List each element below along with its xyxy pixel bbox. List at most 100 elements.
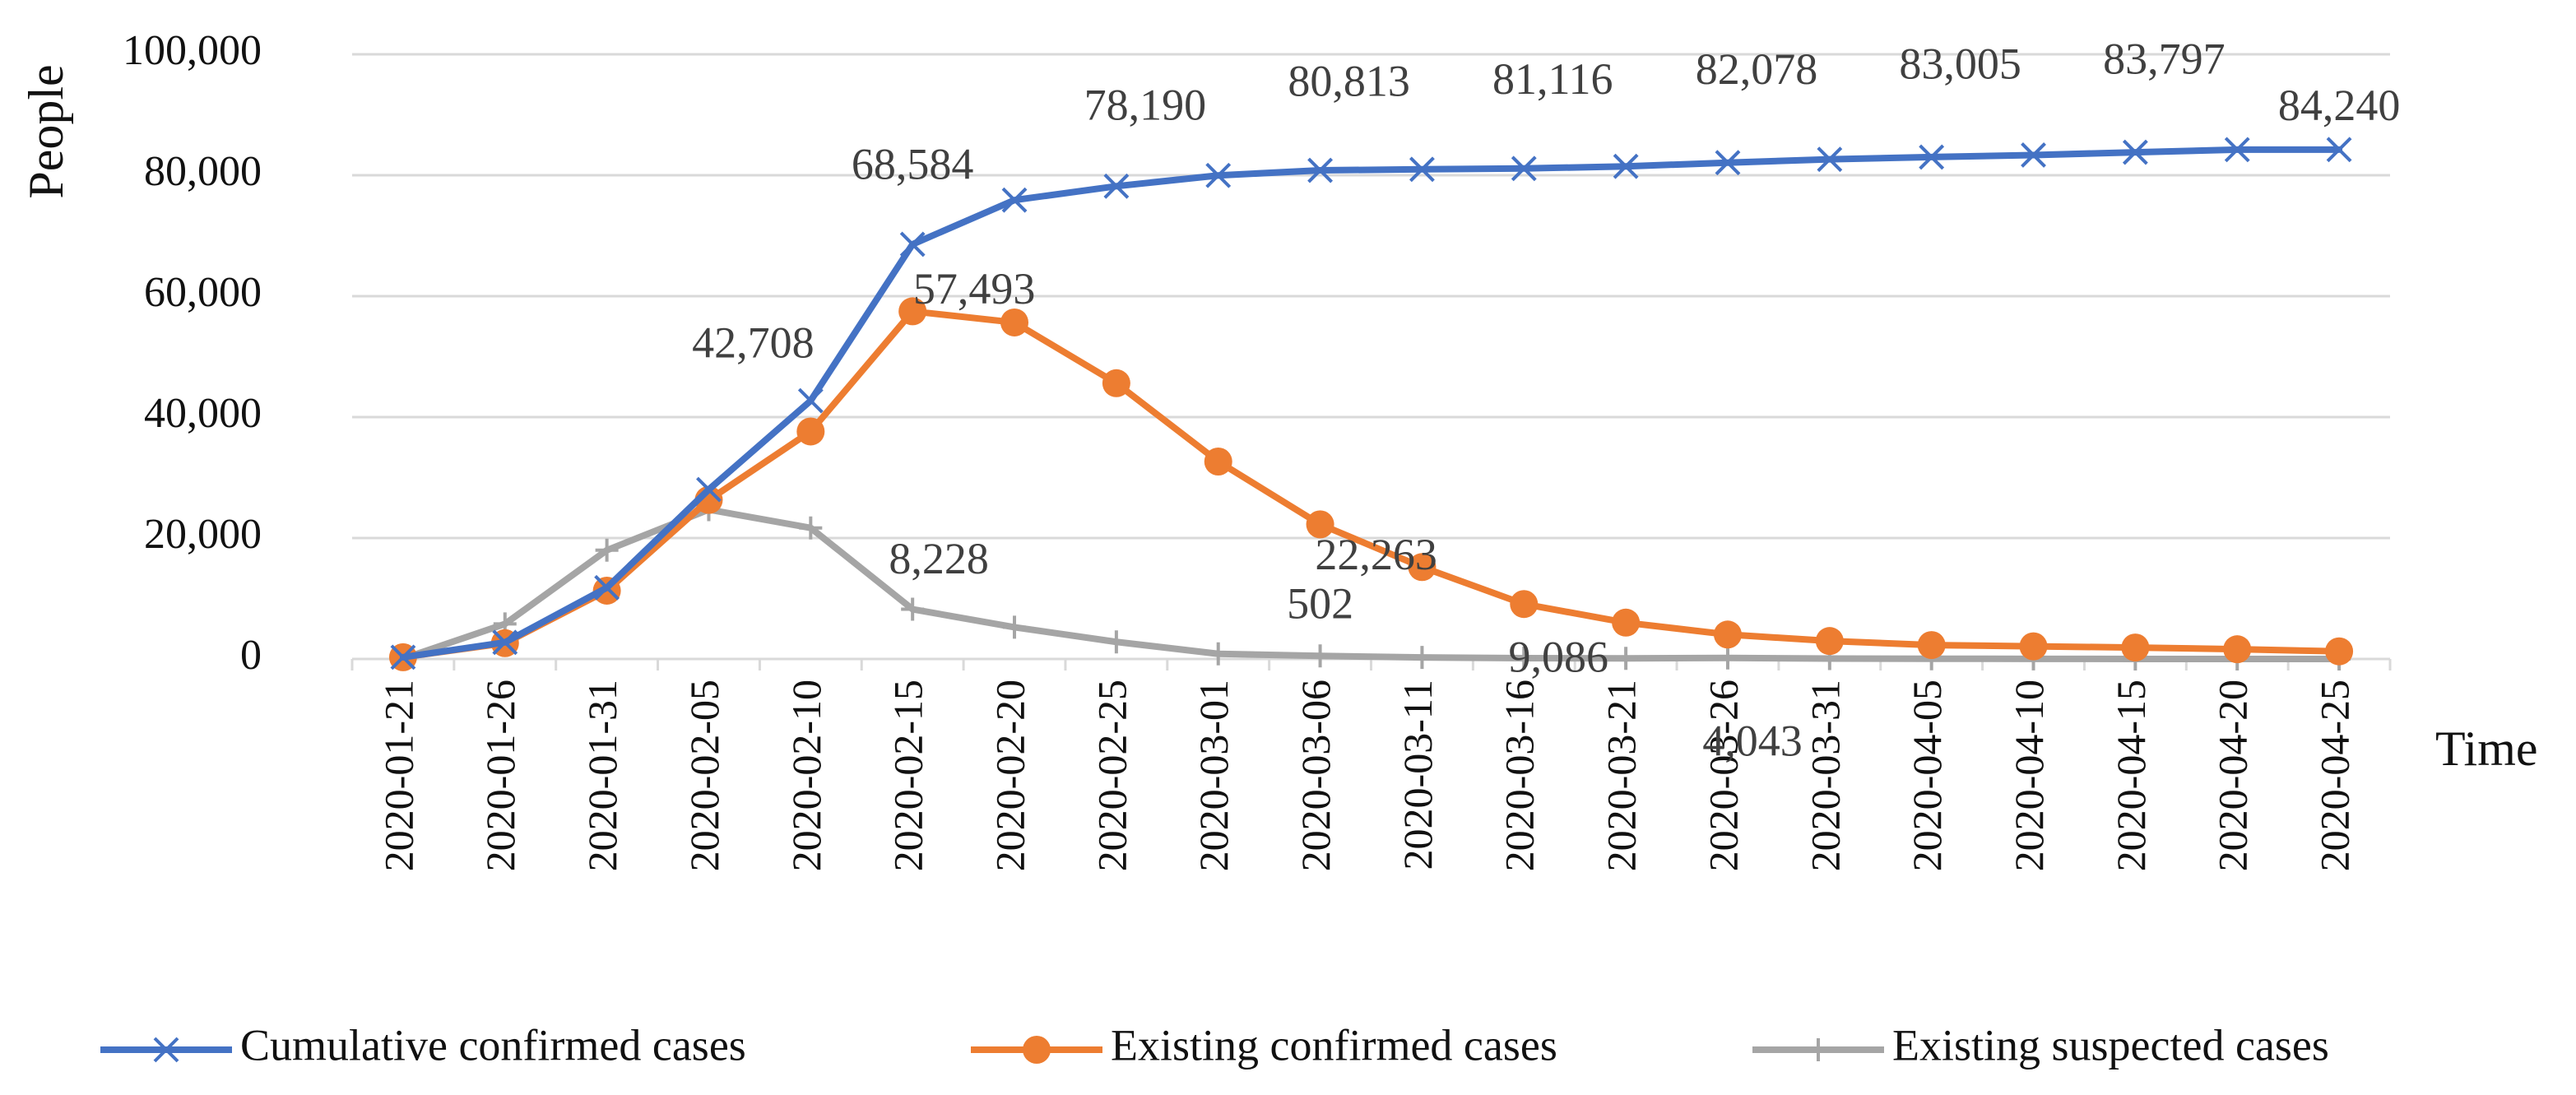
x-marker [1307, 157, 1333, 183]
x-marker [2021, 142, 2046, 168]
data-label: 4,043 [1702, 717, 1803, 766]
series-layer [388, 137, 2354, 671]
gridlines [352, 53, 2390, 540]
legend-item: Existing suspected cases [1752, 1020, 2329, 1069]
circle-marker [1408, 553, 1437, 582]
data-label: 84,240 [2278, 81, 2401, 130]
x-tick-label: 2020-04-20 [2210, 680, 2256, 871]
x-axis-title: Time [2435, 721, 2538, 776]
plus-marker [1206, 642, 1230, 666]
x-marker [1613, 153, 1639, 179]
data-label: 8,228 [889, 534, 989, 583]
x-axis-ticks: 2020-01-21 2020-01-26 2020-01-31 2020-02-05… [375, 680, 2357, 871]
x-tick-label: 2020-01-31 [579, 680, 625, 871]
circle-marker [1917, 631, 1946, 660]
data-label: 68,584 [852, 139, 974, 188]
data-label: 83,797 [2103, 34, 2226, 83]
circle-marker [1612, 608, 1641, 637]
circle-marker [1815, 627, 1844, 656]
plus-marker [1807, 1038, 1830, 1061]
x-tick-label: 2020-02-10 [783, 680, 829, 871]
series-line [399, 506, 2343, 662]
circle-marker [898, 297, 927, 326]
circle-marker [2223, 635, 2252, 664]
x-axis-tick-marks [350, 659, 2392, 670]
y-tick-label: 20,000 [144, 511, 262, 558]
x-marker [1511, 155, 1537, 182]
series-line [399, 308, 2343, 661]
legend-item: Cumulative confirmed cases [100, 1020, 746, 1069]
x-marker [899, 231, 926, 258]
x-marker [2326, 137, 2352, 163]
circle-marker [796, 417, 825, 446]
data-label: 80,813 [1288, 56, 1410, 105]
plus-marker [1104, 630, 1128, 654]
plus-marker [1410, 646, 1434, 670]
y-tick-label: 40,000 [144, 390, 262, 437]
circle-marker [1713, 620, 1742, 649]
x-marker [390, 644, 416, 670]
data-label: 78,190 [1084, 81, 1207, 130]
x-marker [1103, 173, 1130, 199]
x-tick-label: 2020-03-16 [1497, 680, 1543, 871]
x-tick-label: 2020-01-26 [477, 680, 523, 871]
x-tick-label: 2020-03-21 [1599, 680, 1645, 871]
circle-marker [2019, 632, 2048, 661]
data-label: 9,086 [1509, 633, 1609, 682]
circle-marker [1204, 448, 1232, 476]
x-tick-label: 2020-03-01 [1191, 680, 1237, 871]
x-tick-label: 2020-04-05 [1904, 680, 1950, 871]
data-label: 82,078 [1696, 44, 1818, 94]
x-marker [1919, 144, 1945, 170]
x-tick-label: 2020-03-06 [1293, 680, 1339, 871]
circle-marker [1510, 590, 1539, 619]
x-tick-label: 2020-03-26 [1700, 680, 1746, 871]
circle-marker [1306, 510, 1334, 539]
series-existing-suspected-cases [391, 498, 2351, 670]
plus-marker [1614, 647, 1638, 670]
x-marker [153, 1037, 179, 1063]
circle-marker [1023, 1036, 1051, 1064]
data-label: 83,005 [1899, 39, 2021, 88]
y-axis-title: People [19, 64, 73, 198]
data-label: 42,708 [692, 318, 815, 367]
x-tick-label: 2020-03-11 [1395, 680, 1441, 870]
data-label: 502 [1287, 579, 1353, 629]
series-cumulative-confirmed-cases [390, 137, 2352, 670]
plus-marker [1003, 615, 1027, 639]
x-marker [2122, 139, 2148, 165]
legend: Cumulative confirmed cases Existing confi… [100, 1020, 2329, 1069]
x-tick-label: 2020-03-31 [1802, 680, 1848, 871]
x-tick-label: 2020-04-15 [2108, 680, 2154, 871]
y-tick-label: 0 [240, 632, 262, 679]
circle-marker [2325, 637, 2354, 666]
x-marker [1409, 156, 1435, 183]
plus-marker [595, 538, 619, 562]
x-marker [492, 629, 518, 656]
circle-marker [1000, 308, 1029, 336]
x-marker [1715, 150, 1741, 176]
x-marker [1205, 162, 1232, 188]
legend-item: Existing confirmed cases [971, 1020, 1557, 1069]
legend-label: Existing confirmed cases [1111, 1020, 1557, 1069]
series-existing-confirmed-cases [388, 297, 2354, 671]
data-label: 81,116 [1492, 54, 1613, 104]
x-tick-label: 2020-02-25 [1088, 680, 1135, 871]
y-tick-label: 80,000 [144, 148, 262, 195]
circle-marker [2121, 633, 2150, 662]
x-marker [2224, 137, 2250, 163]
x-tick-label: 2020-04-10 [2006, 680, 2052, 871]
x-marker [594, 574, 620, 601]
plus-marker [799, 516, 823, 540]
x-marker [797, 387, 824, 414]
x-tick-label: 2020-02-20 [986, 680, 1033, 871]
data-label: 22,263 [1315, 530, 1437, 579]
plus-marker [1308, 644, 1332, 668]
x-tick-label: 2020-01-21 [375, 680, 421, 871]
circle-marker [1102, 369, 1130, 397]
y-tick-label: 60,000 [144, 269, 262, 316]
x-marker [696, 476, 722, 503]
plus-marker [1512, 647, 1536, 670]
data-labels: 42,708 68,584 78,190 80,813 81,116 82,078 83,0… [692, 34, 2400, 765]
